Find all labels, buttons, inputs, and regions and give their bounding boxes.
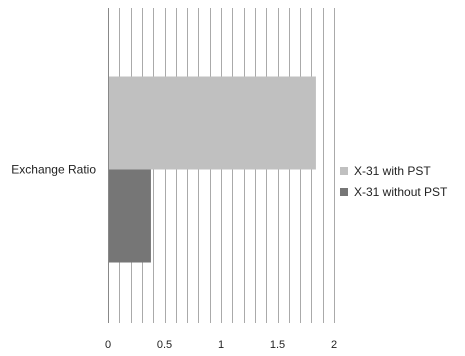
category-label: Exchange Ratio [11,163,96,177]
legend: X-31 with PST X-31 without PST [340,160,447,202]
x-tick-label: 0.5 [157,339,172,351]
legend-label-without-pst: X-31 without PST [354,184,448,199]
bar-with-pst [109,76,316,170]
legend-label-with-pst: X-31 with PST [354,163,431,178]
bar-without-pst [109,169,151,263]
legend-item-with-pst: X-31 with PST [340,160,447,181]
x-tick-label: 0 [105,339,111,351]
x-tick-label: 2 [331,339,337,351]
legend-swatch-with-pst [340,166,348,175]
bars [109,76,316,263]
legend-swatch-without-pst [340,187,348,196]
x-tick-label: 1.5 [270,339,285,351]
legend-item-without-pst: X-31 without PST [340,181,447,202]
x-axis-ticks: 0 0.5 1 1.5 2 [105,339,337,351]
x-tick-label: 1 [218,339,224,351]
